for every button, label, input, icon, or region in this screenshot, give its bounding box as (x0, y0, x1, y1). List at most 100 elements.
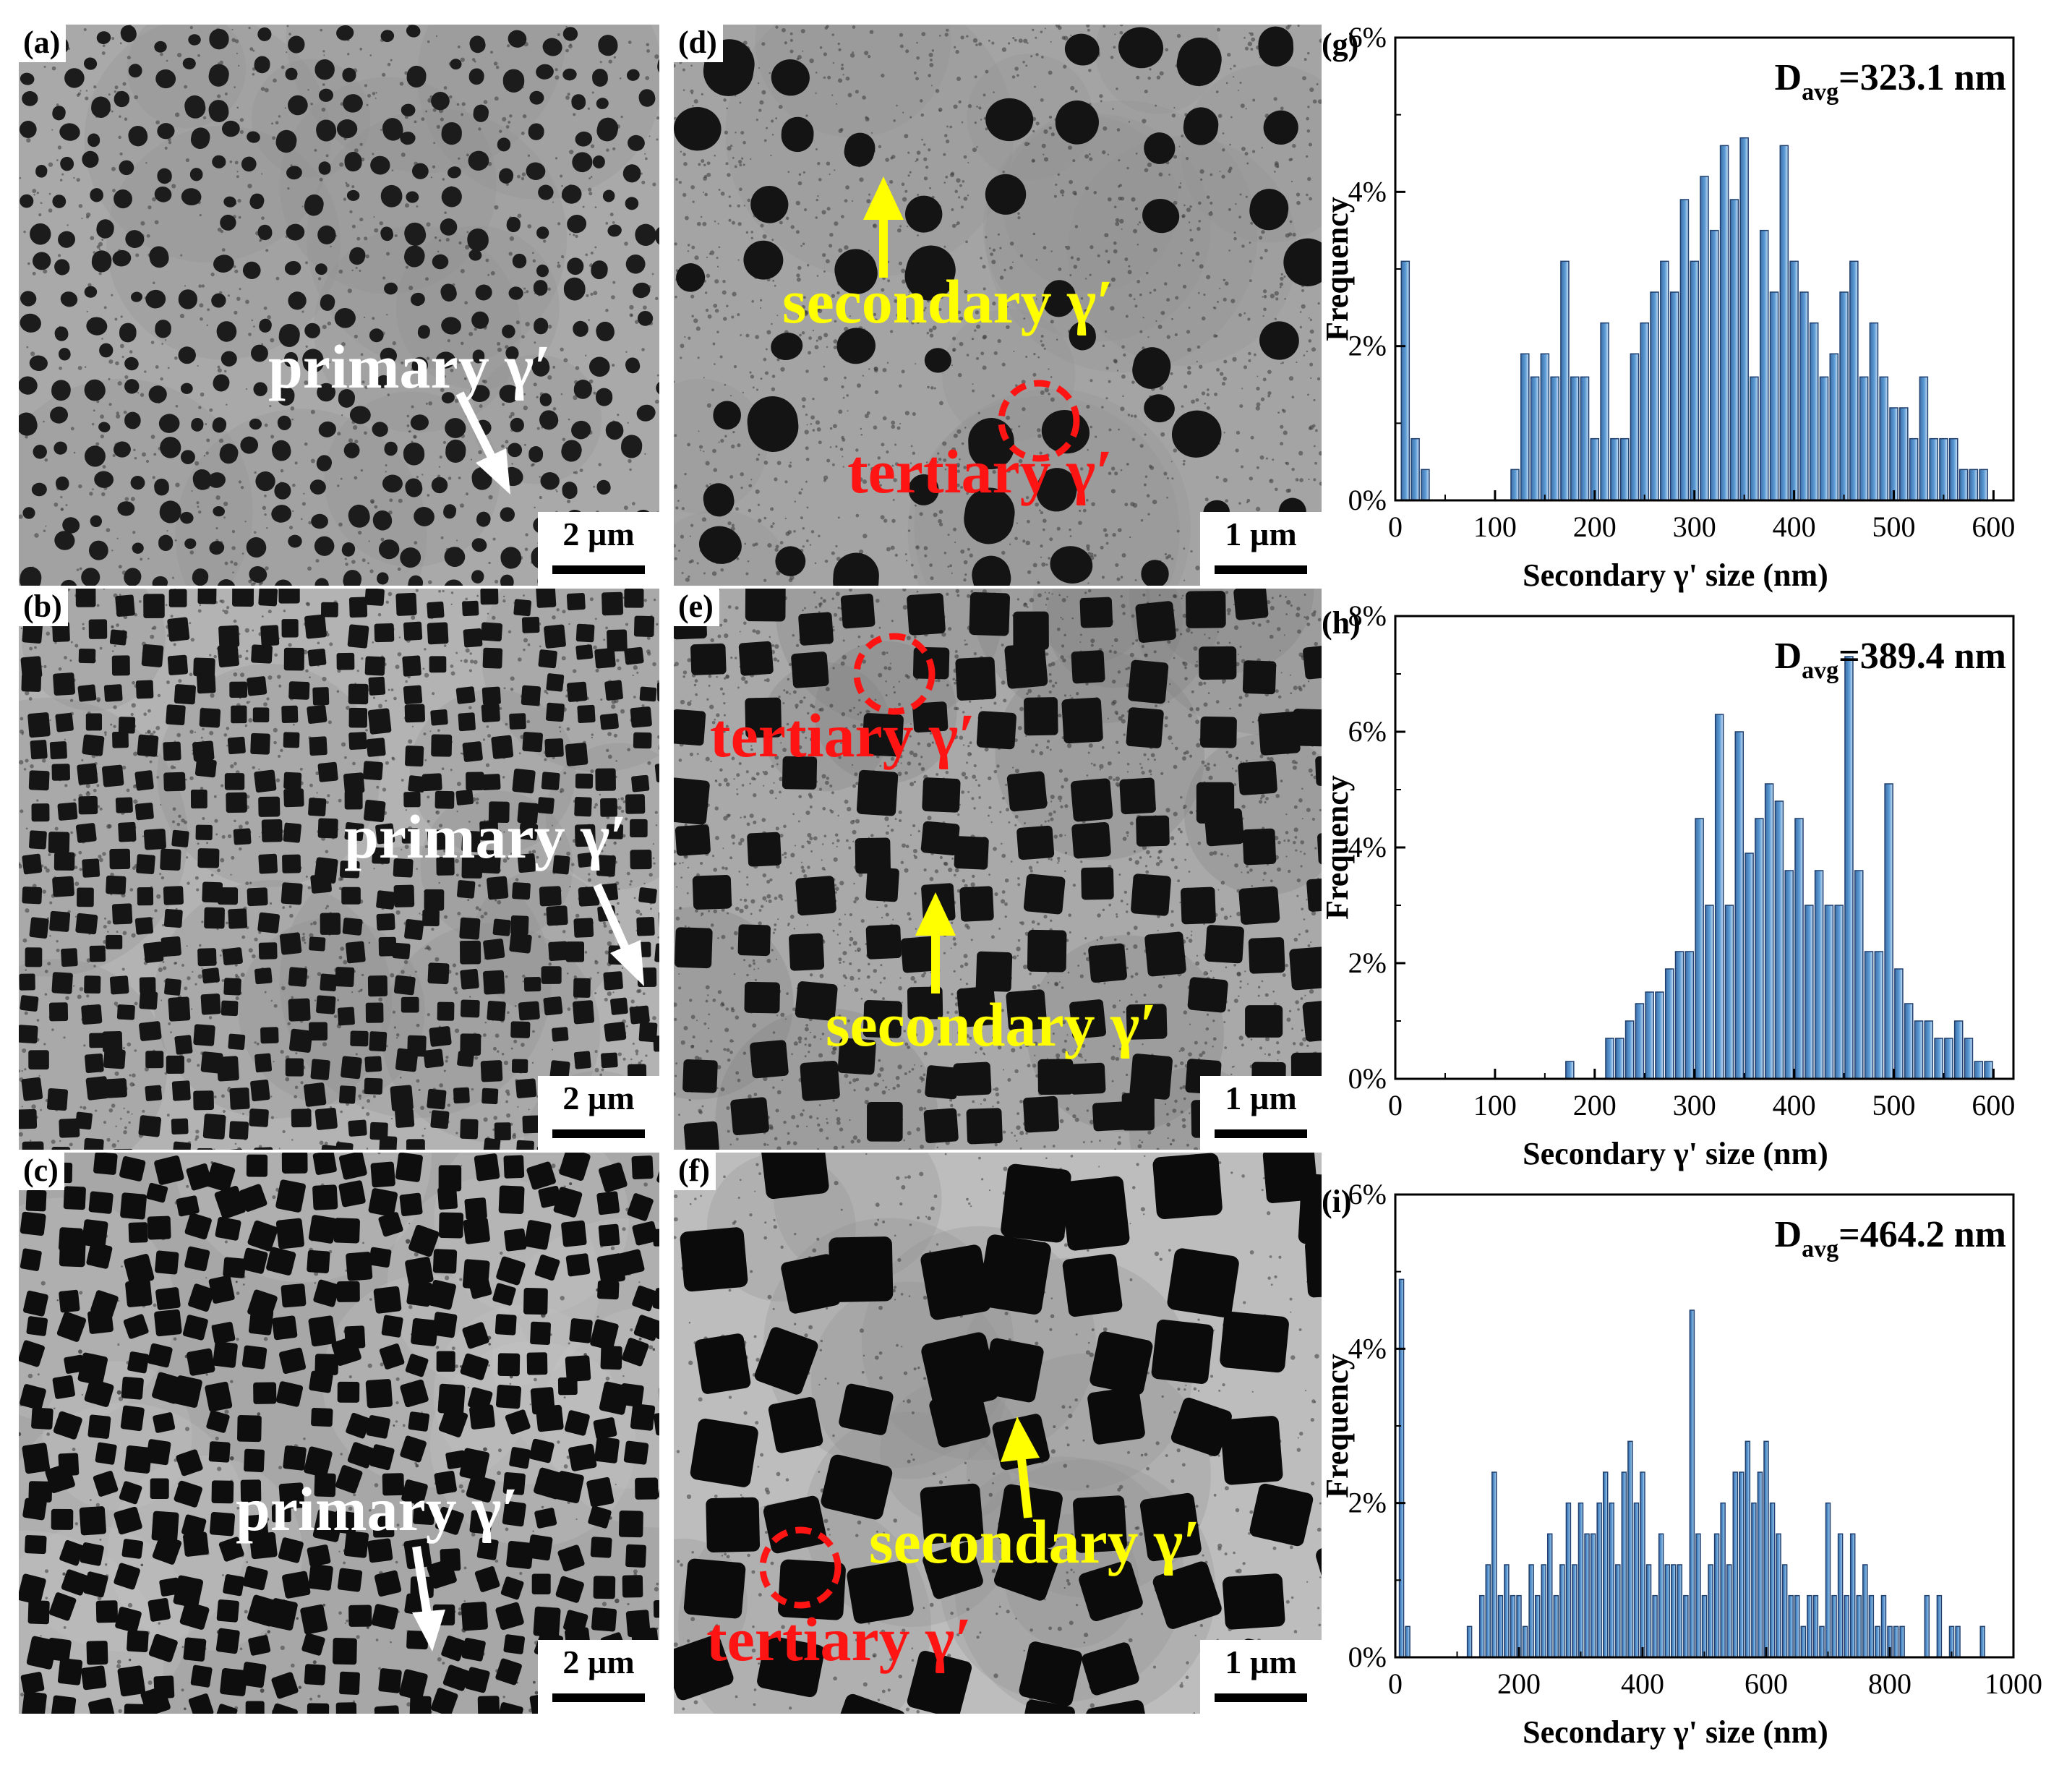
panel-label-chart: (g) (1323, 27, 1358, 62)
histogram-bar (1701, 1594, 1708, 1658)
micrograph-f-image (674, 1153, 1322, 1714)
histogram-bar (1565, 1061, 1575, 1080)
histogram-bar (1713, 1533, 1720, 1658)
histogram-bar (1805, 905, 1814, 1080)
histogram-bar (1590, 1533, 1596, 1658)
x-tick-label: 800 (1868, 1667, 1912, 1700)
y-tick-label: 2% (1348, 947, 1387, 979)
y-tick-label: 6% (1348, 21, 1387, 54)
histogram-bar (1969, 469, 1979, 501)
panel-label-b: (b) (19, 589, 68, 627)
histogram-bar (1919, 376, 1929, 501)
histogram-bar (1635, 1003, 1645, 1080)
histogram-bar (1759, 229, 1769, 501)
panel-label-chart: (h) (1323, 605, 1361, 641)
primary-gamma-label-a: primary γ′ (268, 332, 552, 401)
histogram-bar (1534, 1594, 1541, 1658)
histogram-bar (1522, 1625, 1528, 1658)
histogram-bar (1671, 1564, 1677, 1658)
micrograph-d: (d) secondary γ′ tertiary γ′ 1 µm (674, 25, 1322, 586)
histogram-bar (1710, 229, 1719, 501)
histogram-bar (1819, 1625, 1825, 1658)
histogram-bar (1889, 407, 1898, 501)
histogram-bar (1953, 1020, 1964, 1080)
histogram-bar (1984, 1061, 1993, 1080)
histogram-bar (1856, 1594, 1862, 1658)
histogram-bar (1602, 1471, 1609, 1658)
micrograph-c-image (19, 1153, 659, 1714)
histogram-bar (1491, 1471, 1497, 1658)
y-tick-label: 8% (1348, 599, 1387, 632)
micrograph-e: (e) tertiary γ′ secondary γ′ 1 µm (674, 589, 1322, 1150)
histogram-bar (1893, 1625, 1899, 1658)
histogram-bar (1726, 1564, 1732, 1658)
histogram-bar (1974, 1061, 1983, 1080)
histogram-bar (1615, 1564, 1621, 1658)
histogram-bar (1596, 1502, 1602, 1658)
histogram-bar (1794, 818, 1804, 1080)
average-size-annotation: Davg=389.4 nm (1775, 636, 2006, 684)
histogram-bar (1655, 991, 1664, 1080)
histogram-bar (1553, 1594, 1559, 1658)
histogram-bar (1510, 469, 1520, 501)
histogram-bar (1812, 1594, 1819, 1658)
scale-bar-b: 2 µm (538, 1076, 659, 1150)
histogram-bar (1829, 353, 1839, 501)
y-tick-label: 6% (1348, 1178, 1387, 1210)
histogram-bar (1630, 353, 1640, 501)
x-tick-label: 600 (1744, 1667, 1788, 1700)
panel-label-chart: (i) (1323, 1184, 1352, 1219)
histogram-bar (1541, 1564, 1546, 1658)
histogram-bar (1909, 437, 1919, 501)
x-tick-label: 0 (1388, 510, 1403, 543)
histogram-bar (1764, 783, 1774, 1080)
histogram-bar (1844, 656, 1854, 1080)
histogram-bar (1610, 437, 1619, 501)
scale-bar-line-c (552, 1693, 645, 1702)
secondary-gamma-label-f: secondary γ′ (869, 1507, 1201, 1576)
scale-bar-line-b (552, 1129, 645, 1138)
histogram-bar (1658, 1533, 1664, 1658)
histogram-bar (1510, 1594, 1516, 1658)
histogram-bar (1781, 1564, 1788, 1658)
x-tick-label: 300 (1673, 510, 1716, 543)
tertiary-gamma-label-f: tertiary γ′ (706, 1605, 972, 1674)
histogram-bar (1750, 376, 1759, 501)
x-tick-label: 600 (1972, 510, 2015, 543)
histogram-bar (1739, 1471, 1744, 1658)
histogram-bar (1979, 1625, 1985, 1658)
histogram-bar (1584, 1533, 1590, 1658)
histogram-bar (1547, 1533, 1553, 1658)
y-tick-label: 4% (1348, 1332, 1387, 1364)
histogram-bar (1398, 1278, 1405, 1658)
histogram-bar (1800, 1625, 1807, 1658)
histogram-bar (1609, 1502, 1614, 1658)
scale-bar-line-d (1215, 565, 1307, 574)
scale-bar-label-d: 1 µm (1225, 516, 1297, 552)
scale-bar-f: 1 µm (1200, 1640, 1322, 1714)
micrograph-e-image (674, 589, 1322, 1150)
histogram-bar (1844, 1594, 1849, 1658)
histogram-bar (1572, 1564, 1577, 1658)
average-size-annotation: Davg=323.1 nm (1775, 57, 2006, 106)
histogram-bar (1714, 714, 1724, 1080)
histogram-bar (1839, 291, 1849, 501)
panel-label-c: (c) (19, 1153, 64, 1191)
histogram-bar (1732, 1471, 1738, 1658)
histogram-bar (1755, 818, 1764, 1080)
histogram-bar (1674, 951, 1684, 1080)
histogram-i: 0 200 400 600 800 1000 0% 2% 4% 6% Secondary γ' si… (1323, 1178, 2042, 1750)
y-tick-label: 6% (1348, 715, 1387, 748)
histogram-g: 0 100 200 300 400 500 600 0% 2% 4% 6% Secondary γ' … (1323, 21, 2015, 593)
micrograph-b-image (19, 589, 659, 1150)
average-size-annotation: Davg=464.2 nm (1775, 1214, 2006, 1262)
histogram-bar (1719, 145, 1729, 501)
y-tick-label: 0% (1348, 484, 1387, 516)
histogram-bar (1645, 991, 1654, 1080)
histogram-bar (1485, 1564, 1491, 1658)
x-tick-label: 200 (1497, 1667, 1541, 1700)
histogram-bar (1794, 1594, 1800, 1658)
histogram-bar (1779, 145, 1789, 501)
histogram-bar (1774, 800, 1784, 1080)
y-tick-label: 4% (1348, 175, 1387, 208)
